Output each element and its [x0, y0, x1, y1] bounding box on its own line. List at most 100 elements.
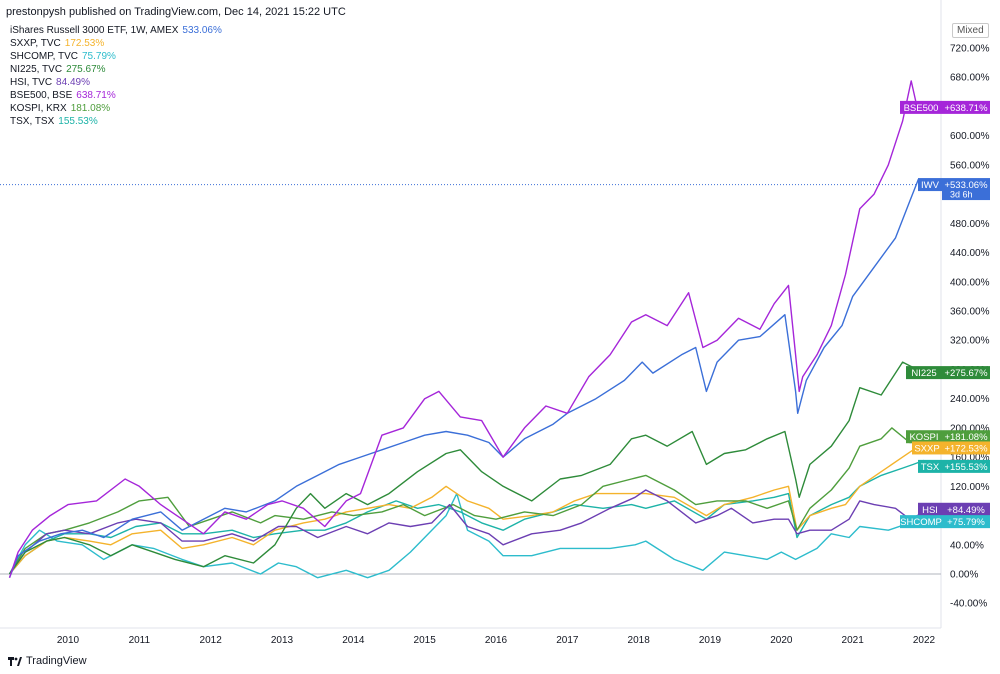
legend-series-name: HSI, TVC	[10, 77, 53, 88]
x-tick-label: 2012	[200, 635, 223, 646]
end-label-value-bg	[942, 100, 990, 114]
series-line-kospi[interactable]	[8, 427, 925, 575]
x-tick-label: 2018	[628, 635, 651, 646]
publisher-header: prestonpysh published on TradingView.com…	[6, 6, 346, 18]
legend-series-value: 75.79%	[81, 51, 116, 62]
y-tick-label: 200.00%	[950, 423, 990, 434]
end-label-name-bg	[918, 459, 942, 473]
end-label-value-bg	[942, 502, 990, 516]
end-label-value: +275.67%	[944, 368, 988, 379]
y-tick-label: 560.00%	[950, 160, 990, 171]
end-label-name: SHCOMP	[900, 517, 942, 528]
series-line-tsx[interactable]	[8, 459, 925, 575]
end-label-value-bg	[942, 441, 990, 455]
x-tick-label: 2020	[770, 635, 793, 646]
end-label-value-bg	[942, 459, 990, 473]
legend-series-name: NI225, TVC	[10, 64, 63, 75]
series-line-shcomp[interactable]	[8, 492, 925, 579]
x-tick-label: 2014	[342, 635, 365, 646]
x-tick-label: 2021	[842, 635, 865, 646]
legend-item[interactable]: SHCOMP, TVC 75.79%	[10, 50, 222, 63]
x-tick-label: 2022	[913, 635, 936, 646]
series-line-iwv[interactable]	[8, 178, 925, 578]
legend-series-name: TSX, TSX	[10, 116, 55, 127]
y-tick-label: 320.00%	[950, 336, 990, 347]
x-tick-label: 2017	[556, 635, 579, 646]
x-tick-label: 2015	[414, 635, 437, 646]
series-line-bse500[interactable]	[8, 80, 925, 578]
legend-series-value: 172.53%	[64, 38, 105, 49]
y-tick-label: 440.00%	[950, 248, 990, 259]
end-label-kospi: KOSPI +181.08%	[906, 430, 990, 444]
end-label-value: +75.79%	[947, 517, 985, 528]
y-tick-label: 160.00%	[950, 453, 990, 464]
legend-item[interactable]: BSE500, BSE 638.71%	[10, 89, 222, 102]
scale-mode-button[interactable]: Mixed	[952, 23, 989, 38]
legend-series-name: BSE500, BSE	[10, 90, 73, 101]
series-line-ni225[interactable]	[8, 361, 925, 575]
legend-item[interactable]: SXXP, TVC 172.53%	[10, 37, 222, 50]
end-label-value: +84.49%	[947, 505, 985, 516]
end-label-value: +533.06%	[944, 180, 988, 191]
legend-item[interactable]: KOSPI, KRX 181.08%	[10, 102, 222, 115]
legend-item[interactable]: NI225, TVC 275.67%	[10, 63, 222, 76]
end-label-value-bg	[942, 430, 990, 444]
legend-item[interactable]: TSX, TSX 155.53%	[10, 115, 222, 128]
end-label-name-bg	[912, 441, 942, 455]
legend-series-name: KOSPI, KRX	[10, 103, 67, 114]
end-label-name-bg	[918, 178, 942, 192]
legend: iShares Russell 3000 ETF, 1W, AMEX 533.06…	[10, 24, 222, 128]
end-label-value: +172.53%	[944, 443, 988, 454]
legend-series-value: 155.53%	[58, 116, 98, 127]
end-label-name-bg	[906, 366, 942, 380]
y-tick-label: 40.00%	[950, 540, 984, 551]
end-label-name: NI225	[911, 368, 936, 379]
end-label-value-bg	[942, 366, 990, 380]
end-label-name: KOSPI	[909, 432, 938, 443]
y-tick-label: 0.00%	[950, 570, 978, 581]
end-label-sublabel: 3d 6h	[950, 190, 973, 200]
end-label-name: TSX	[921, 462, 940, 473]
end-label-name: IWV	[921, 180, 940, 191]
end-label-value-bg	[942, 515, 990, 529]
legend-item[interactable]: HSI, TVC 84.49%	[10, 76, 222, 89]
series-line-hsi[interactable]	[8, 489, 925, 575]
tradingview-logo-icon	[8, 656, 22, 666]
end-label-name-bg	[900, 100, 942, 114]
footer-brand: TradingView	[26, 655, 87, 667]
x-tick-label: 2010	[57, 635, 80, 646]
x-tick-label: 2016	[485, 635, 508, 646]
legend-series-value: 181.08%	[70, 103, 111, 114]
y-tick-label: 720.00%	[950, 44, 990, 55]
end-label-sxxp: SXXP +172.53%	[912, 441, 990, 455]
y-tick-label: 240.00%	[950, 394, 990, 405]
y-tick-label: -40.00%	[950, 599, 987, 610]
y-tick-label: 680.00%	[950, 73, 990, 84]
footer: TradingView	[8, 655, 87, 667]
legend-series-value: 638.71%	[76, 90, 116, 101]
legend-item[interactable]: iShares Russell 3000 ETF, 1W, AMEX 533.06…	[10, 24, 222, 37]
end-label-name-bg	[900, 515, 942, 529]
end-label-iwv: IWV +533.06%3d 6h	[918, 178, 990, 201]
x-tick-label: 2011	[129, 635, 151, 646]
y-tick-label: 120.00%	[950, 482, 990, 493]
y-tick-label: 480.00%	[950, 219, 990, 230]
y-tick-label: 600.00%	[950, 131, 990, 142]
end-label-name: SXXP	[914, 443, 939, 454]
x-tick-label: 2013	[271, 635, 294, 646]
legend-series-value: 533.06%	[182, 25, 222, 36]
y-tick-label: 400.00%	[950, 277, 990, 288]
legend-series-name: SHCOMP, TVC	[10, 51, 78, 62]
end-label-value: +181.08%	[944, 432, 988, 443]
end-label-value: +638.71%	[944, 103, 988, 114]
series-line-sxxp[interactable]	[8, 447, 925, 575]
end-label-ni225: NI225 +275.67%	[906, 366, 990, 380]
end-label-name: HSI	[922, 505, 938, 516]
legend-series-name: SXXP, TVC	[10, 38, 61, 49]
end-label-value-bg	[942, 178, 990, 201]
x-tick-label: 2019	[699, 635, 722, 646]
end-label-name: BSE500	[904, 103, 939, 114]
end-label-name-bg	[906, 430, 942, 444]
legend-series-name: iShares Russell 3000 ETF, 1W, AMEX	[10, 25, 179, 36]
